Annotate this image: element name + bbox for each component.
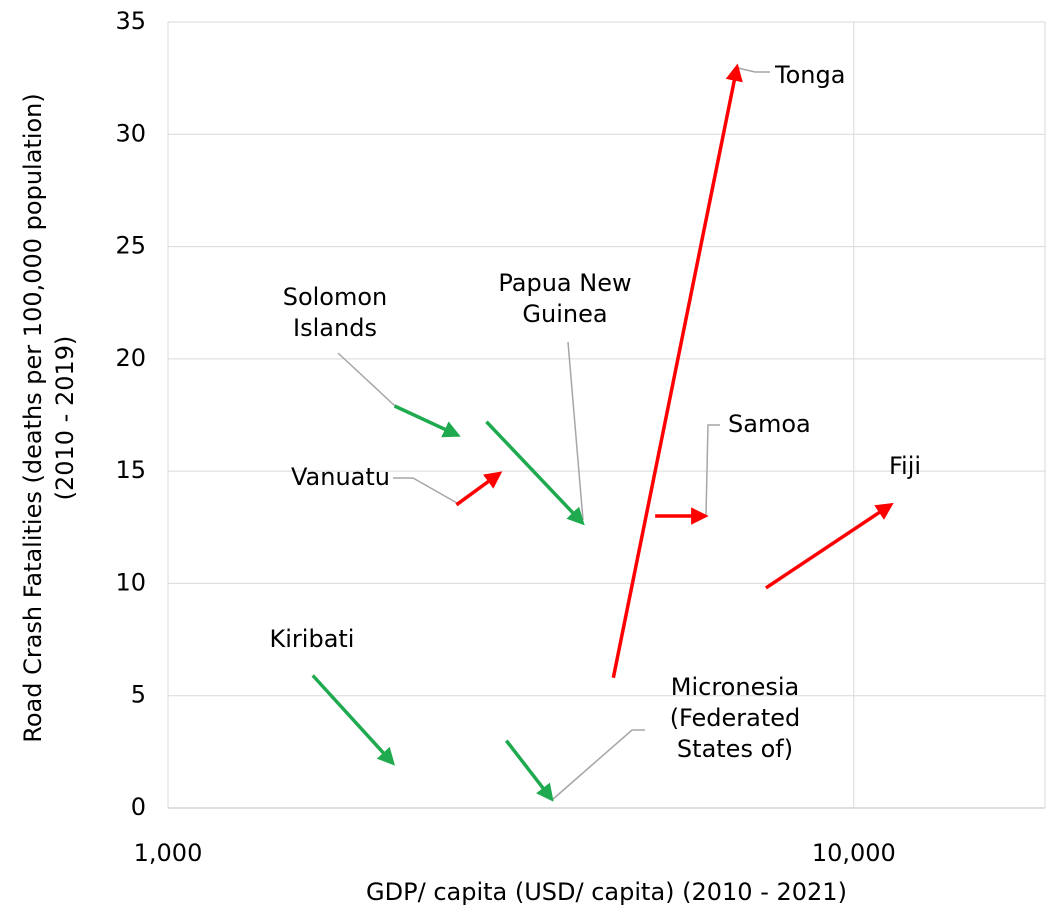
series-label: Tonga [775,61,846,89]
leader-line [705,424,720,516]
x-tick-label: 10,000 [812,839,896,867]
arrow [504,739,554,802]
y-tick-label: 30 [115,119,146,147]
series-label-text: Samoa [728,410,811,438]
series-label: Kiribati [269,625,355,653]
series-label: Micronesia (Federated States of) [669,673,801,763]
y-tick-label: 35 [115,7,146,35]
y-axis-label: Road Crash Fatalities (deaths per 100,00… [19,93,79,743]
series-label-text: Solomon Islands [282,283,388,342]
arrow [311,674,396,766]
y-tick-label: 5 [131,681,146,709]
arrow [764,502,894,590]
series-label: Vanuatu [290,463,390,491]
y-tick-label: 0 [131,793,146,821]
arrow [611,63,743,679]
series-label: Samoa [728,410,811,438]
arrow [485,420,585,526]
series-label-text: Papua New Guinea [498,269,632,328]
leader-line [337,352,396,407]
leader-line [551,729,645,801]
series-label: Papua New Guinea [498,269,632,328]
series-label-text: Micronesia (Federated States of) [669,673,801,763]
series-label-text: Kiribati [269,625,355,653]
leader-line [393,477,458,504]
series-label: Solomon Islands [282,283,388,342]
leader-line [737,67,770,73]
x-tick-label: 1,000 [134,839,203,867]
series-label-text: Fiji [888,452,922,480]
series-label-text: Vanuatu [290,463,390,491]
y-tick-label: 15 [115,456,146,484]
series-label-text: Tonga [775,61,846,89]
leader-line [567,341,584,521]
y-tick-label: 20 [115,344,146,372]
y-tick-label: 25 [115,232,146,260]
y-tick-label: 10 [115,568,146,596]
x-axis-label: GDP/ capita (USD/ capita) (2010 - 2021) [366,878,847,906]
arrow [393,404,461,438]
series-label: Fiji [888,452,922,480]
arrow [455,471,503,507]
